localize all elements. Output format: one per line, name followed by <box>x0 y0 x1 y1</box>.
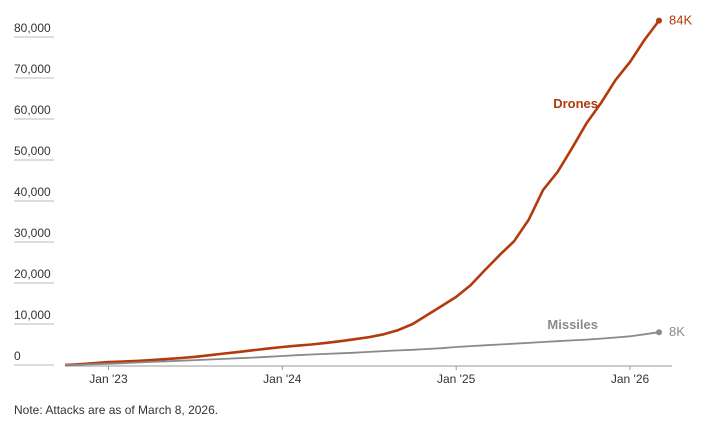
series-label: Missiles <box>547 317 598 332</box>
series-line <box>64 19 661 367</box>
x-tick-label: Jan '24 <box>263 372 302 386</box>
value-label: 8K <box>669 324 685 339</box>
y-tick-label: 10,000 <box>14 308 51 322</box>
y-tick-label: 0 <box>14 349 21 363</box>
x-tick-label: Jan '23 <box>89 372 128 386</box>
y-tick-label: 20,000 <box>14 267 51 281</box>
x-tick-label: Jan '26 <box>611 372 650 386</box>
y-tick-label: 40,000 <box>14 185 51 199</box>
end-dot <box>656 17 662 24</box>
y-tick-label: 60,000 <box>14 103 51 117</box>
y-tick-label: 30,000 <box>14 226 51 240</box>
y-tick-label: 80,000 <box>14 21 51 35</box>
series-line <box>64 331 660 366</box>
x-tick-label: Jan '25 <box>437 372 476 386</box>
note: Note: Attacks are as of March 8, 2026. <box>14 403 218 417</box>
y-tick-label: 70,000 <box>14 62 51 76</box>
y-tick-label: 50,000 <box>14 144 51 158</box>
value-label: 84K <box>669 13 692 28</box>
end-dot <box>656 329 662 336</box>
series-label: Drones <box>553 96 598 111</box>
